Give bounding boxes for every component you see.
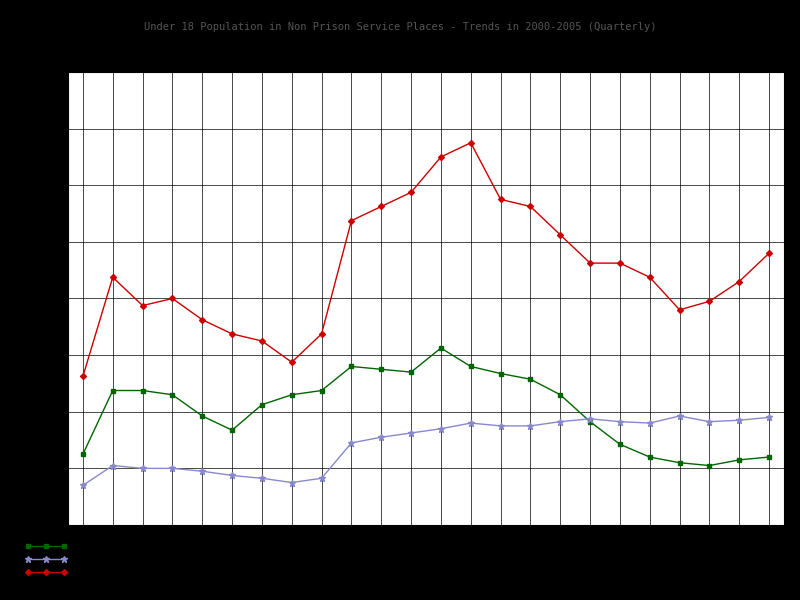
Text: Under 18 Population in Non Prison Service Places - Trends in 2000-2005 (Quarterl: Under 18 Population in Non Prison Servic… — [144, 22, 656, 32]
